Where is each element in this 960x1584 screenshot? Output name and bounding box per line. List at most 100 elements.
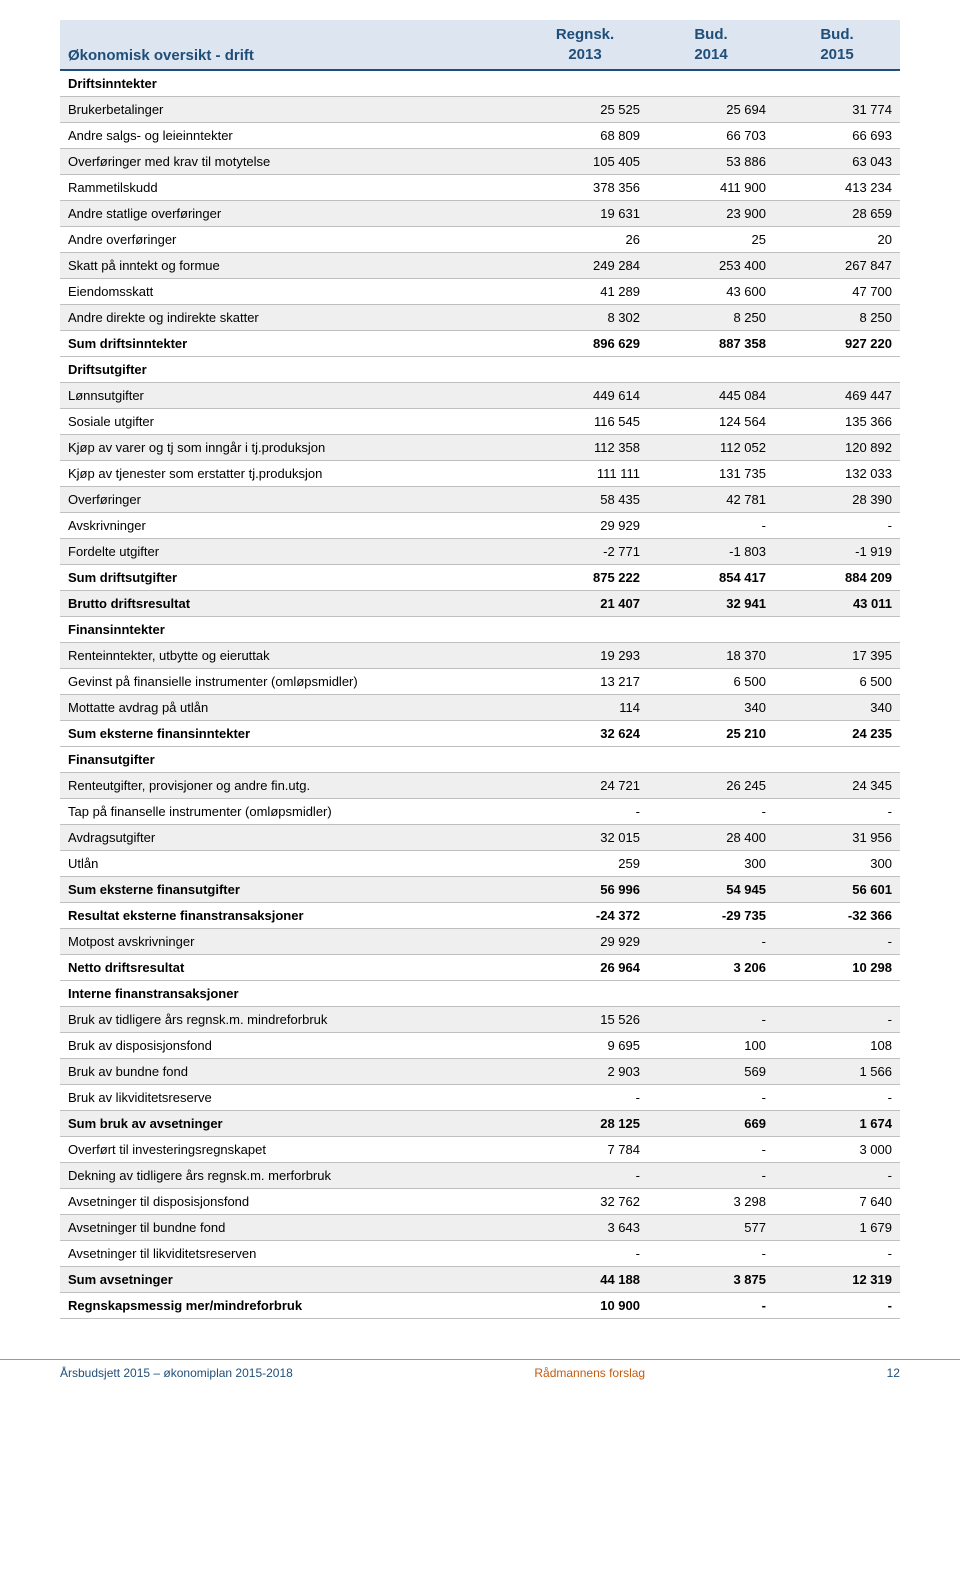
row-value: 58 435	[522, 487, 648, 513]
row-value: 300	[774, 851, 900, 877]
row-label: Overført til investeringsregnskapet	[60, 1137, 522, 1163]
row-value: 19 293	[522, 643, 648, 669]
col-header-0-line1: Regnsk.	[556, 26, 614, 43]
row-value	[774, 747, 900, 773]
row-label: Utlån	[60, 851, 522, 877]
row-label: Eiendomsskatt	[60, 279, 522, 305]
row-value: 26 245	[648, 773, 774, 799]
table-row: Andre direkte og indirekte skatter8 3028…	[60, 305, 900, 331]
row-value: 8 302	[522, 305, 648, 331]
row-value	[522, 981, 648, 1007]
row-label: Avsetninger til bundne fond	[60, 1215, 522, 1241]
row-value: 111 111	[522, 461, 648, 487]
row-value: 32 762	[522, 1189, 648, 1215]
row-label: Brukerbetalinger	[60, 97, 522, 123]
footer-mid: Rådmannens forslag	[534, 1366, 645, 1380]
row-value: 10 900	[522, 1293, 648, 1319]
row-value: 20	[774, 227, 900, 253]
row-value: 32 624	[522, 721, 648, 747]
row-value: 445 084	[648, 383, 774, 409]
row-value: 10 298	[774, 955, 900, 981]
row-label: Avskrivninger	[60, 513, 522, 539]
col-header-2: Bud. 2015	[774, 20, 900, 70]
row-value: 927 220	[774, 331, 900, 357]
row-label: Motpost avskrivninger	[60, 929, 522, 955]
row-value	[648, 981, 774, 1007]
row-value: 19 631	[522, 201, 648, 227]
table-row: Kjøp av tjenester som erstatter tj.produ…	[60, 461, 900, 487]
table-row: Regnskapsmessig mer/mindreforbruk10 900-…	[60, 1293, 900, 1319]
row-value: 32 015	[522, 825, 648, 851]
row-value: 267 847	[774, 253, 900, 279]
table-row: Brukerbetalinger25 52525 69431 774	[60, 97, 900, 123]
row-value: -1 803	[648, 539, 774, 565]
row-value: 340	[648, 695, 774, 721]
row-value: 15 526	[522, 1007, 648, 1033]
row-label: Interne finanstransaksjoner	[60, 981, 522, 1007]
row-value: 25 694	[648, 97, 774, 123]
footer-left: Årsbudsjett 2015 – økonomiplan 2015-2018	[60, 1366, 293, 1380]
row-value: 120 892	[774, 435, 900, 461]
row-label: Mottatte avdrag på utlån	[60, 695, 522, 721]
table-title: Økonomisk oversikt - drift	[60, 20, 522, 70]
row-value	[648, 70, 774, 97]
table-row: Bruk av likviditetsreserve---	[60, 1085, 900, 1111]
row-value: 854 417	[648, 565, 774, 591]
row-value: 44 188	[522, 1267, 648, 1293]
row-value	[648, 747, 774, 773]
row-label: Sum avsetninger	[60, 1267, 522, 1293]
row-value: 896 629	[522, 331, 648, 357]
table-row: Sum eksterne finansutgifter56 99654 9455…	[60, 877, 900, 903]
row-value: 112 358	[522, 435, 648, 461]
row-value: 6 500	[648, 669, 774, 695]
table-row: Driftsinntekter	[60, 70, 900, 97]
table-row: Overføringer58 43542 78128 390	[60, 487, 900, 513]
table-row: Eiendomsskatt41 28943 60047 700	[60, 279, 900, 305]
table-row: Avsetninger til disposisjonsfond32 7623 …	[60, 1189, 900, 1215]
col-header-1: Bud. 2014	[648, 20, 774, 70]
row-value: -	[774, 513, 900, 539]
row-label: Avdragsutgifter	[60, 825, 522, 851]
row-value: 3 000	[774, 1137, 900, 1163]
header-row: Økonomisk oversikt - drift Regnsk. 2013 …	[60, 20, 900, 70]
row-value: 569	[648, 1059, 774, 1085]
row-label: Finansutgifter	[60, 747, 522, 773]
row-label: Overføringer med krav til motytelse	[60, 149, 522, 175]
row-value: 1 566	[774, 1059, 900, 1085]
row-value: -	[648, 1163, 774, 1189]
row-value: 25 525	[522, 97, 648, 123]
row-label: Regnskapsmessig mer/mindreforbruk	[60, 1293, 522, 1319]
col-header-0: Regnsk. 2013	[522, 20, 648, 70]
row-value	[774, 357, 900, 383]
row-label: Kjøp av varer og tj som inngår i tj.prod…	[60, 435, 522, 461]
row-label: Driftsutgifter	[60, 357, 522, 383]
row-value: 1 679	[774, 1215, 900, 1241]
row-value: -	[774, 929, 900, 955]
page-footer: Årsbudsjett 2015 – økonomiplan 2015-2018…	[0, 1359, 960, 1400]
table-row: Gevinst på finansielle instrumenter (oml…	[60, 669, 900, 695]
row-value: -	[522, 1241, 648, 1267]
row-value: 29 929	[522, 929, 648, 955]
row-value: 63 043	[774, 149, 900, 175]
row-value	[774, 70, 900, 97]
row-value: 66 693	[774, 123, 900, 149]
table-row: Overføringer med krav til motytelse105 4…	[60, 149, 900, 175]
row-value: 42 781	[648, 487, 774, 513]
row-label: Overføringer	[60, 487, 522, 513]
row-value: 28 400	[648, 825, 774, 851]
row-value: 413 234	[774, 175, 900, 201]
row-value: 887 358	[648, 331, 774, 357]
row-value: 24 345	[774, 773, 900, 799]
row-value: 28 125	[522, 1111, 648, 1137]
row-label: Andre direkte og indirekte skatter	[60, 305, 522, 331]
row-value: 43 600	[648, 279, 774, 305]
table-row: Andre statlige overføringer19 63123 9002…	[60, 201, 900, 227]
row-value: 105 405	[522, 149, 648, 175]
row-value: -	[648, 1241, 774, 1267]
row-value: -29 735	[648, 903, 774, 929]
row-label: Sum driftsutgifter	[60, 565, 522, 591]
row-value: 249 284	[522, 253, 648, 279]
row-value: -	[648, 1137, 774, 1163]
table-row: Driftsutgifter	[60, 357, 900, 383]
table-row: Dekning av tidligere års regnsk.m. merfo…	[60, 1163, 900, 1189]
